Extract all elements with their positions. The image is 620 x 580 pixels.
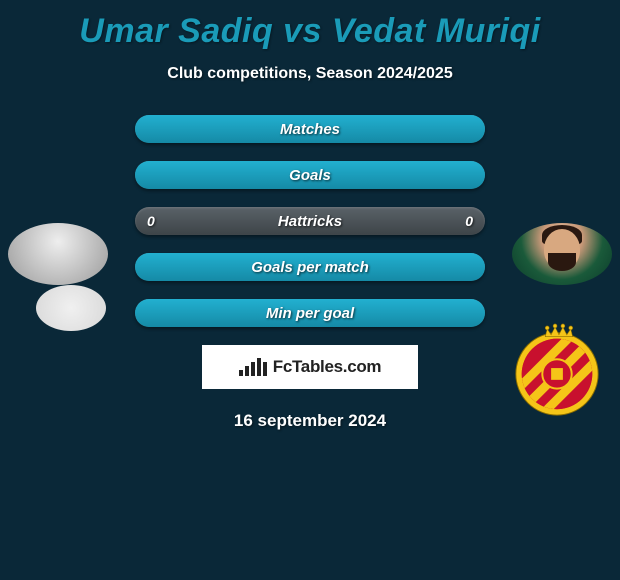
comparison-stats: 2Matches5 0Goals1 0 Hattricks 0 Goals per mat…	[0, 115, 620, 327]
page-title: Umar Sadiq vs Vedat Muriqi	[0, 0, 620, 51]
stat-row: 2Matches5	[135, 115, 485, 143]
player2-photo	[512, 223, 612, 285]
stat-label: Goals	[289, 167, 331, 184]
stat-value-left: 0	[135, 207, 167, 235]
stat-value-right: 0	[453, 207, 485, 235]
stat-label: Goals per match	[251, 259, 369, 276]
subtitle: Club competitions, Season 2024/2025	[0, 65, 620, 83]
watermark-text: FcTables.com	[273, 357, 382, 377]
player2-club-logo	[508, 323, 606, 421]
player1-club-logo	[36, 285, 106, 331]
stat-row: Min per goal488	[135, 299, 485, 327]
stat-fill-left	[135, 115, 237, 143]
stat-label: Min per goal	[266, 305, 354, 322]
stat-row: Goals per match0.2	[135, 253, 485, 281]
stat-row: 0Goals1	[135, 161, 485, 189]
stat-label: Hattricks	[278, 213, 342, 230]
stat-row: 0 Hattricks 0	[135, 207, 485, 235]
stat-fill-right	[236, 115, 485, 143]
bar-chart-icon	[239, 358, 267, 376]
player1-photo	[8, 223, 108, 285]
watermark: FcTables.com	[202, 345, 418, 389]
stat-label: Matches	[280, 121, 340, 138]
